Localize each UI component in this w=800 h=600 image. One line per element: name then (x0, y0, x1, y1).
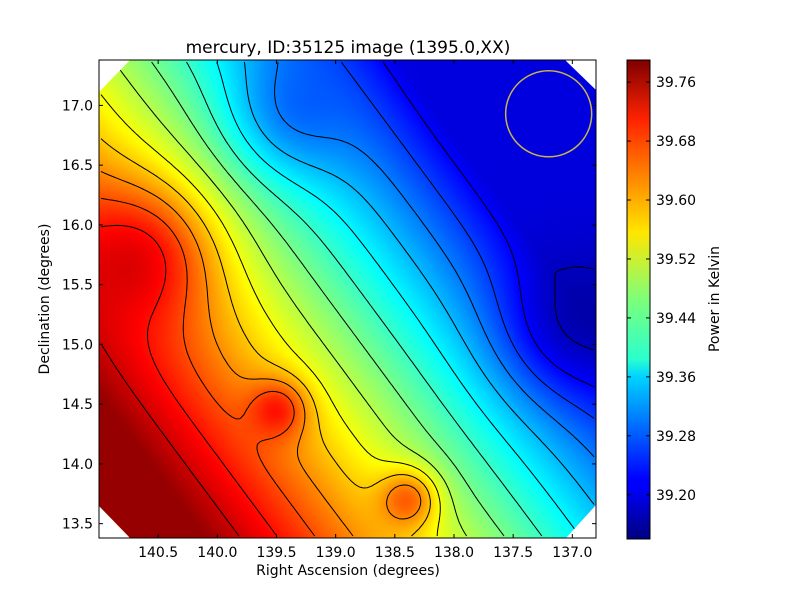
x-tick-label: 139.5 (256, 545, 296, 561)
chart-title: mercury, ID:35125 image (1395.0,XX) (186, 38, 511, 58)
y-tick-label: 14.5 (62, 397, 93, 413)
y-tick-label: 15.0 (62, 337, 93, 353)
contour-level-2 (340, 61, 595, 419)
x-tick-label: 137.0 (552, 545, 592, 561)
contour-level-12 (100, 197, 316, 537)
y-tick-label: 14.0 (62, 457, 93, 473)
contour-level-6 (186, 61, 543, 537)
colorbar-tick-label: 39.20 (656, 488, 696, 504)
colorbar-tick-label: 39.76 (656, 75, 696, 91)
y-tick-label: 17.0 (62, 98, 93, 114)
x-tick-label: 139.0 (316, 545, 356, 561)
contour-level-9 (100, 94, 441, 537)
y-tick-label: 13.5 (62, 517, 93, 533)
x-tick-label: 138.5 (375, 545, 415, 561)
colorbar-gradient (626, 59, 651, 540)
x-tick-label: 140.5 (138, 545, 178, 561)
y-tick-label: 15.5 (62, 278, 93, 294)
contour-level-11 (100, 171, 422, 537)
contour-level-13 (100, 224, 278, 537)
y-tick-label: 16.0 (62, 218, 93, 234)
contour-level-7 (151, 61, 505, 537)
plot-area: 140.5 140.0 139.5 139.0 138.5 138.0 137.5 137.0… (62, 59, 597, 561)
contour-level-0 (554, 266, 595, 351)
x-tick-label: 137.5 (493, 545, 533, 561)
colorbar-tick-label: 39.68 (656, 134, 696, 150)
circle-annotation (504, 70, 593, 158)
contour-level-1 (382, 61, 595, 388)
colorbar: 39.20 39.28 39.36 39.44 39.52 39.60 39.68 39.76… (626, 59, 723, 540)
y-tick-label: 16.5 (62, 158, 93, 174)
contour-level-3 (274, 61, 595, 458)
x-tick-label: 138.0 (434, 545, 474, 561)
contour-level-4 (244, 61, 595, 505)
x-axis-label: Right Ascension (degrees) (256, 563, 440, 579)
colorbar-ticks: 39.20 39.28 39.36 39.44 39.52 39.60 39.68 39.76 (627, 75, 696, 504)
colorbar-tick-label: 39.28 (656, 429, 696, 445)
x-axis-ticks: 140.5 140.0 139.5 139.0 138.5 138.0 137.5 137.0 (138, 60, 592, 561)
y-axis-ticks: 13.5 14.0 14.5 15.0 15.5 16.0 16.5 17.0 (62, 98, 596, 533)
colorbar-tick-label: 39.44 (656, 311, 696, 327)
colorbar-tick-label: 39.60 (656, 193, 696, 209)
y-axis-label: Declination (degrees) (37, 224, 53, 375)
colorbar-label: Power in Kelvin (707, 246, 723, 352)
plot-frame (98, 59, 597, 539)
colorbar-tick-label: 39.36 (656, 370, 696, 386)
x-tick-label: 140.0 (197, 545, 237, 561)
contour-lines (100, 61, 595, 537)
colorbar-tick-label: 39.52 (656, 252, 696, 268)
contour-level-10 (100, 138, 431, 537)
